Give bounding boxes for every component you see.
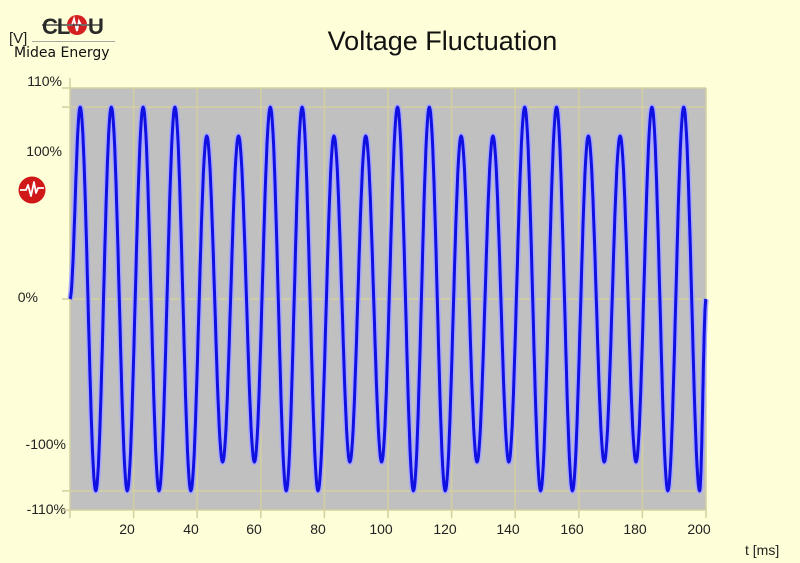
x-tick: 180: [623, 521, 647, 537]
brand-divider: [32, 41, 115, 42]
waveform-logo-icon: CL U: [42, 12, 114, 43]
brand-name: Midea Energy: [14, 45, 110, 61]
y-axis-unit-label: [V]: [9, 30, 28, 47]
x-axis-label: t [ms]: [745, 542, 780, 558]
x-tick: 20: [119, 521, 135, 537]
waveform-alert-icon: [17, 175, 47, 210]
y-tick-100: 100%: [26, 143, 62, 159]
x-tick: 100: [369, 521, 393, 537]
chart-title: Voltage Fluctuation: [327, 26, 558, 56]
x-tick: 160: [560, 521, 584, 537]
y-tick-minus-110: -110%: [26, 501, 66, 517]
x-tick: 40: [183, 521, 199, 537]
y-tick-110: 110%: [27, 73, 62, 89]
x-tick: 120: [433, 521, 457, 537]
x-tick: 140: [496, 521, 520, 537]
y-tick-minus-100: -100%: [25, 436, 66, 452]
svg-text:CL: CL: [42, 14, 70, 38]
x-tick: 200: [687, 521, 711, 537]
svg-text:U: U: [88, 14, 104, 38]
y-tick-0: 0%: [17, 289, 38, 305]
x-tick: 60: [246, 521, 262, 537]
x-tick: 80: [310, 521, 326, 537]
voltage-trace: [68, 105, 708, 493]
